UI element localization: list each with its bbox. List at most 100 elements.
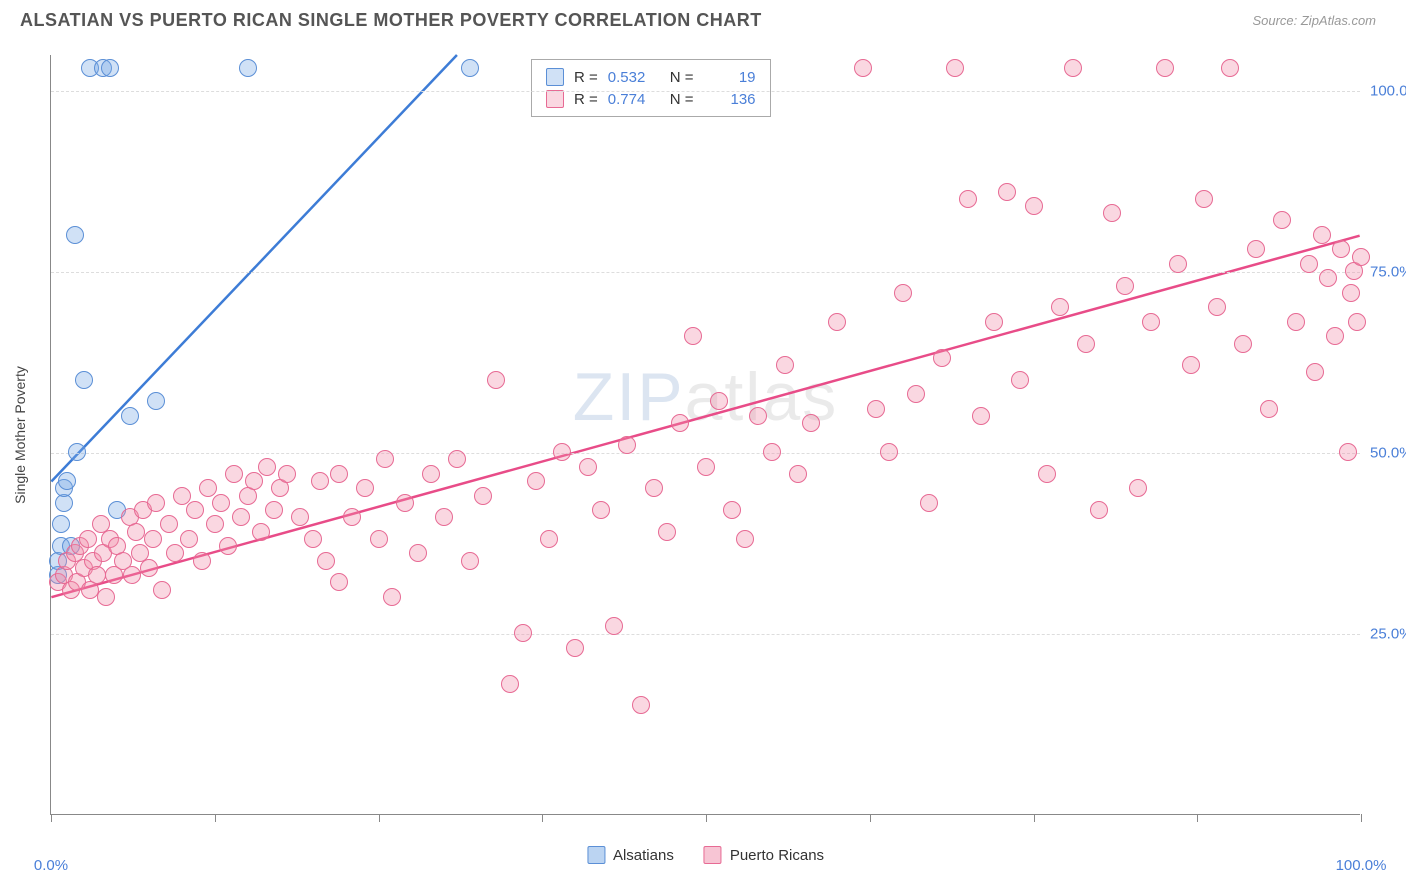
scatter-point — [1208, 298, 1226, 316]
scatter-point — [1090, 501, 1108, 519]
scatter-point — [1300, 255, 1318, 273]
x-tick — [215, 814, 216, 822]
scatter-point — [540, 530, 558, 548]
scatter-point — [153, 581, 171, 599]
scatter-point — [186, 501, 204, 519]
x-tick — [1361, 814, 1362, 822]
scatter-point — [1025, 197, 1043, 215]
scatter-point — [1332, 240, 1350, 258]
n-value: 19 — [704, 69, 756, 86]
scatter-point — [239, 59, 257, 77]
scatter-point — [225, 465, 243, 483]
scatter-point — [1319, 269, 1337, 287]
x-tick — [379, 814, 380, 822]
scatter-point — [166, 544, 184, 562]
scatter-point — [383, 588, 401, 606]
scatter-point — [658, 523, 676, 541]
scatter-point — [828, 313, 846, 331]
gridline — [51, 634, 1360, 635]
legend-item: Puerto Ricans — [704, 846, 824, 864]
scatter-point — [232, 508, 250, 526]
chart-header: ALSATIAN VS PUERTO RICAN SINGLE MOTHER P… — [0, 0, 1406, 36]
scatter-point — [1287, 313, 1305, 331]
scatter-point — [396, 494, 414, 512]
x-tick — [706, 814, 707, 822]
scatter-point — [435, 508, 453, 526]
scatter-point — [776, 356, 794, 374]
scatter-point — [566, 639, 584, 657]
x-tick — [1197, 814, 1198, 822]
scatter-point — [1234, 335, 1252, 353]
scatter-point — [343, 508, 361, 526]
scatter-point — [671, 414, 689, 432]
scatter-point — [88, 566, 106, 584]
scatter-point — [422, 465, 440, 483]
scatter-point — [193, 552, 211, 570]
trend-line — [51, 236, 1359, 597]
legend-item: Alsatians — [587, 846, 674, 864]
scatter-point — [1156, 59, 1174, 77]
scatter-point — [1142, 313, 1160, 331]
scatter-point — [199, 479, 217, 497]
scatter-point — [75, 371, 93, 389]
legend-label: Alsatians — [613, 847, 674, 864]
scatter-point — [723, 501, 741, 519]
legend-swatch — [704, 846, 722, 864]
n-value: 136 — [704, 91, 756, 108]
gridline — [51, 91, 1360, 92]
scatter-point — [1348, 313, 1366, 331]
scatter-point — [1195, 190, 1213, 208]
scatter-point — [1182, 356, 1200, 374]
chart-title: ALSATIAN VS PUERTO RICAN SINGLE MOTHER P… — [20, 10, 762, 31]
scatter-point — [58, 472, 76, 490]
r-value: 0.532 — [608, 69, 660, 86]
scatter-point — [592, 501, 610, 519]
scatter-point — [127, 523, 145, 541]
scatter-point — [710, 392, 728, 410]
n-label: N = — [670, 69, 694, 86]
scatter-point — [579, 458, 597, 476]
scatter-point — [1260, 400, 1278, 418]
scatter-point — [998, 183, 1016, 201]
n-label: N = — [670, 91, 694, 108]
scatter-point — [448, 450, 466, 468]
scatter-point — [684, 327, 702, 345]
y-axis-label: Single Mother Poverty — [12, 366, 28, 504]
r-label: R = — [574, 91, 598, 108]
scatter-point — [68, 443, 86, 461]
scatter-point — [618, 436, 636, 454]
r-label: R = — [574, 69, 598, 86]
scatter-point — [219, 537, 237, 555]
scatter-point — [802, 414, 820, 432]
scatter-point — [311, 472, 329, 490]
scatter-point — [147, 494, 165, 512]
trend-lines-svg — [51, 55, 1360, 814]
x-tick — [542, 814, 543, 822]
scatter-point — [553, 443, 571, 461]
scatter-point — [933, 349, 951, 367]
scatter-point — [206, 515, 224, 533]
scatter-point — [140, 559, 158, 577]
stats-legend: R =0.532N =19R =0.774N =136 — [531, 59, 771, 117]
scatter-point — [697, 458, 715, 476]
scatter-point — [160, 515, 178, 533]
scatter-point — [330, 573, 348, 591]
scatter-point — [645, 479, 663, 497]
scatter-point — [632, 696, 650, 714]
scatter-point — [1051, 298, 1069, 316]
y-axis-label-container: Single Mother Poverty — [10, 55, 30, 815]
scatter-point — [1339, 443, 1357, 461]
scatter-point — [854, 59, 872, 77]
x-tick-label: 100.0% — [1336, 857, 1387, 874]
scatter-point — [180, 530, 198, 548]
scatter-point — [1247, 240, 1265, 258]
scatter-point — [894, 284, 912, 302]
scatter-point — [121, 407, 139, 425]
scatter-point — [920, 494, 938, 512]
scatter-point — [1313, 226, 1331, 244]
scatter-point — [66, 226, 84, 244]
scatter-point — [514, 624, 532, 642]
scatter-point — [1077, 335, 1095, 353]
scatter-point — [474, 487, 492, 505]
scatter-point — [317, 552, 335, 570]
